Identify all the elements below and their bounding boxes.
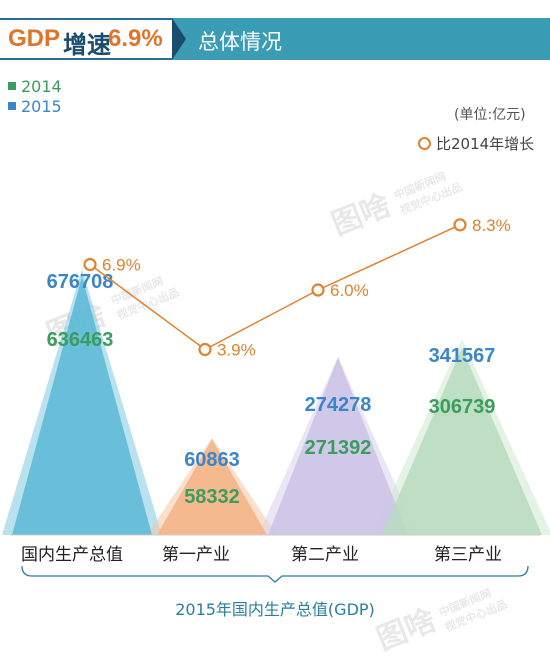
peak-2014-3 — [382, 347, 542, 535]
legend-label-2014: 2014 — [21, 76, 62, 96]
header-title-value: 6.9% — [108, 25, 163, 52]
header-title-prefix: GDP — [8, 25, 61, 52]
data-label-2015-2: 274278 — [305, 394, 372, 416]
data-label-2014-1: 58332 — [184, 486, 240, 508]
growth-point — [198, 342, 212, 357]
legend-swatch-2015 — [8, 102, 16, 110]
legend-swatch-2014 — [8, 82, 16, 90]
growth-point — [83, 257, 97, 272]
header-banner: GDP 增速 6.9% 总体情况 — [0, 18, 550, 60]
gdp-chart: 636463 58332 271392 306739 676708 60863 274278… — [2, 216, 550, 583]
growth-marker-icon — [418, 137, 431, 150]
header-title-middle: 增速 — [63, 31, 111, 59]
x-tick-label: 第三产业 — [434, 545, 502, 565]
growth-legend-label: 比2014年增长 — [436, 135, 535, 153]
legend-label-2015: 2015 — [21, 96, 62, 116]
data-label-2015-1: 60863 — [184, 449, 240, 471]
growth-label: 8.3% — [472, 216, 511, 235]
growth-point — [453, 218, 467, 232]
data-label-2015-3: 341567 — [429, 345, 496, 367]
growth-label: 6.9% — [102, 256, 141, 275]
chart-legend: 2014 2015 — [8, 76, 62, 116]
data-label-2015-0: 676708 — [47, 271, 114, 293]
data-label-2014-0: 636463 — [47, 329, 114, 351]
legend-item-2015: 2015 — [8, 96, 62, 116]
footer-bracket — [21, 565, 529, 583]
peak-2014-1 — [157, 439, 267, 535]
growth-label: 6.0% — [330, 281, 369, 300]
legend-item-2014: 2014 — [8, 76, 62, 96]
x-tick-label: 国内生产总值 — [21, 545, 123, 565]
header-title-box: GDP 增速 6.9% — [0, 18, 178, 60]
x-tick-label: 第一产业 — [162, 545, 230, 565]
data-label-2014-3: 306739 — [429, 396, 496, 418]
x-tick-label: 第二产业 — [291, 545, 359, 565]
growth-point — [311, 283, 325, 297]
peak-2014-0 — [12, 276, 152, 535]
growth-legend: 比2014年增长 — [418, 133, 534, 154]
data-label-2014-2: 271392 — [305, 437, 372, 459]
header-subtitle: 总体情况 — [198, 30, 282, 54]
footer-caption: 2015年国内生产总值(GDP) — [175, 600, 375, 619]
peak-2014-2 — [268, 357, 408, 535]
growth-line — [89, 224, 461, 351]
unit-label: (单位:亿元) — [454, 107, 526, 123]
header-arrow-icon — [172, 18, 186, 60]
growth-label: 3.9% — [217, 341, 256, 360]
header-subtitle-bar — [172, 18, 550, 60]
